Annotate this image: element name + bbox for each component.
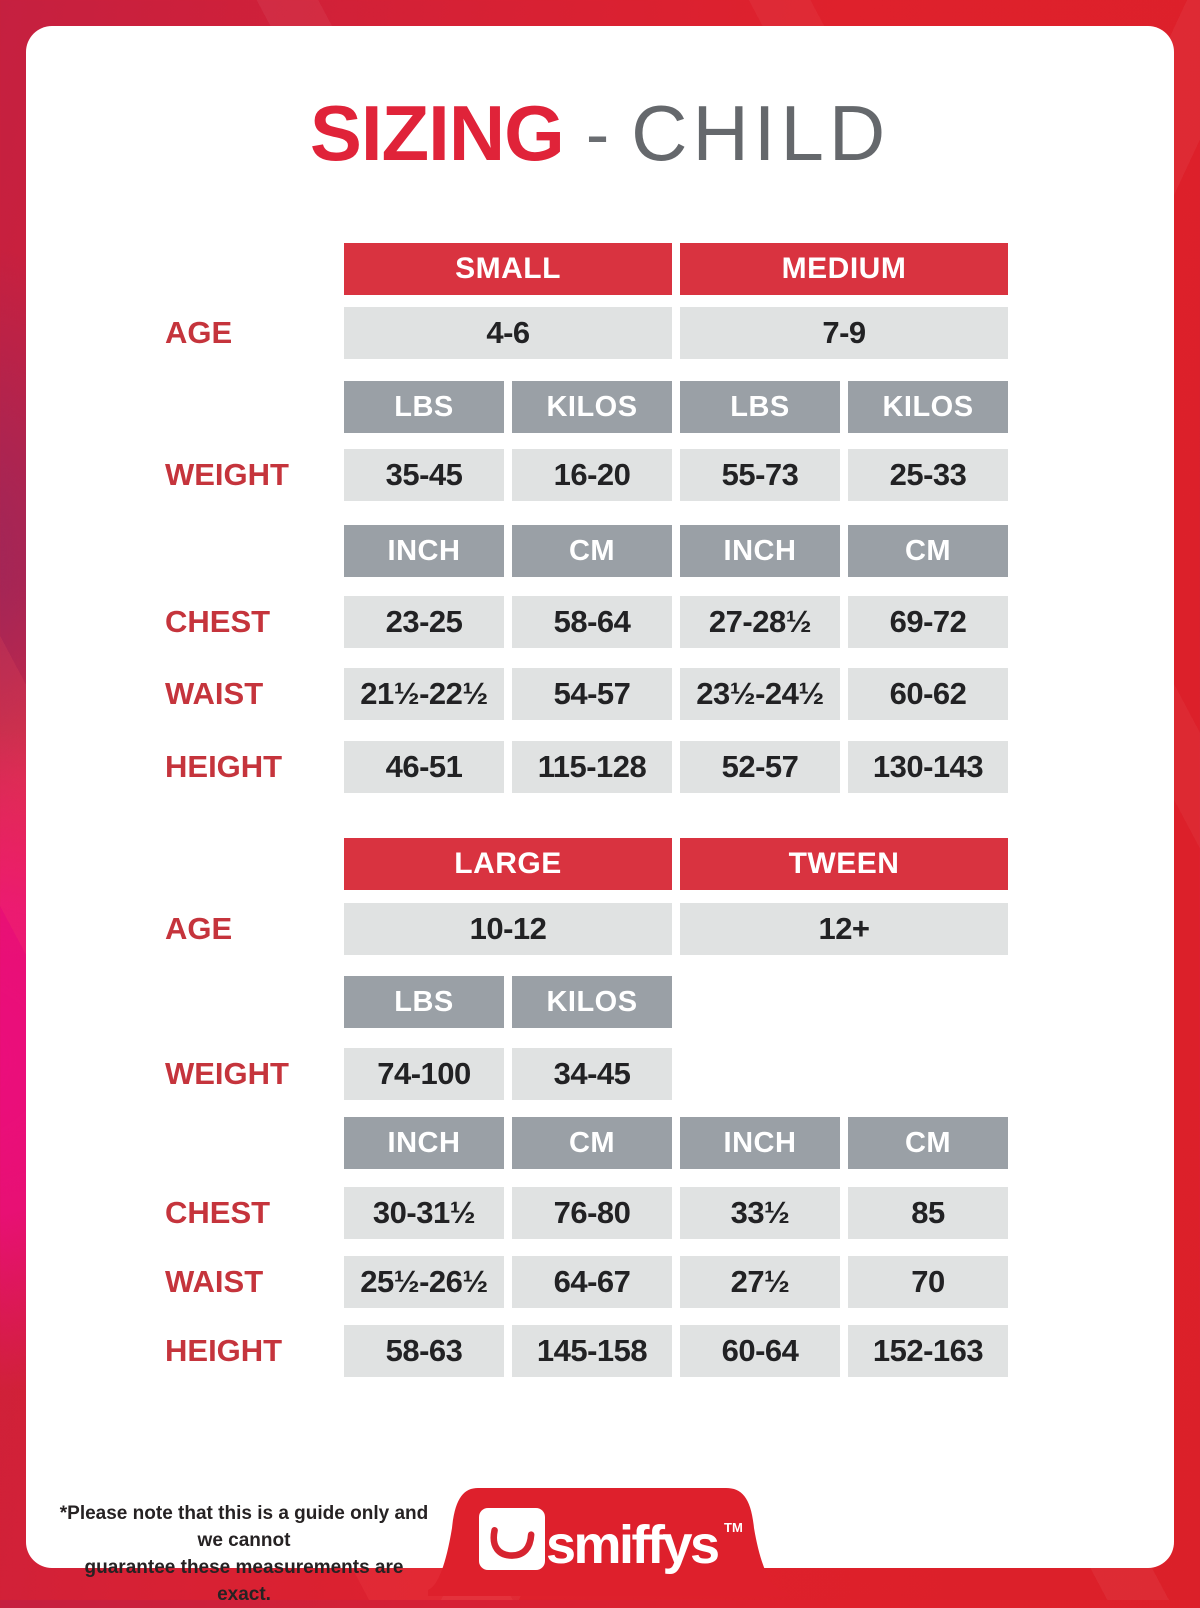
unit-header-kilos: KILOS [512,976,672,1028]
disclaimer-line-2: guarantee these measurements are exact. [84,1557,404,1605]
dimension-unit-header-row: INCH CM INCH CM [165,525,1025,577]
unit-header-inch: INCH [344,525,504,577]
waist-value-cell: 23½-24½ [680,668,840,720]
waist-value-cell: 25½-26½ [344,1256,504,1308]
page-title-primary: SIZING [309,89,565,177]
chest-value-cell: 58-64 [512,596,672,648]
disclaimer-line-1: *Please note that this is a guide only a… [59,1503,429,1551]
unit-header-lbs: LBS [344,381,504,433]
weight-value-cell: 25-33 [848,449,1008,501]
waist-value-cell: 27½ [680,1256,840,1308]
size-header-medium: MEDIUM [680,243,1008,295]
weight-value-cell: 16-20 [512,449,672,501]
height-value-cell: 58-63 [344,1325,504,1377]
row-label-age: AGE [165,911,233,946]
weight-unit-header-row: LBS KILOS [165,976,1025,1028]
dimension-unit-header-row: INCH CM INCH CM [165,1117,1025,1169]
waist-value-cell: 70 [848,1256,1008,1308]
size-table-large-tween: LARGE TWEEN AGE 10-12 12+ LBS KILOS WEIG… [165,838,1025,1377]
unit-header-cm: CM [512,1117,672,1169]
unit-header-lbs: LBS [344,976,504,1028]
unit-header-cm: CM [848,1117,1008,1169]
page-title-separator: - [585,94,610,173]
row-label-weight: WEIGHT [165,1056,289,1091]
page-title-secondary: CHILD [631,89,891,177]
row-label-height: HEIGHT [165,1333,283,1368]
height-value-cell: 145-158 [512,1325,672,1377]
size-header-tween: TWEEN [680,838,1008,890]
disclaimer-note: *Please note that this is a guide only a… [56,1500,432,1608]
waist-value-cell: 21½-22½ [344,668,504,720]
chest-row: CHEST 30-31½ 76-80 33½ 85 [165,1187,1025,1239]
unit-header-kilos: KILOS [512,381,672,433]
unit-header-cm: CM [848,525,1008,577]
size-header-row: SMALL MEDIUM [165,243,1025,295]
unit-header-kilos: KILOS [848,381,1008,433]
height-value-cell: 52-57 [680,741,840,793]
size-header-small: SMALL [344,243,672,295]
row-label-weight: WEIGHT [165,457,289,492]
chest-row: CHEST 23-25 58-64 27-28½ 69-72 [165,596,1025,648]
unit-header-inch: INCH [680,525,840,577]
height-row: HEIGHT 46-51 115-128 52-57 130-143 [165,741,1025,793]
smile-icon [479,1508,545,1570]
waist-value-cell: 64-67 [512,1256,672,1308]
unit-header-cm: CM [512,525,672,577]
chest-value-cell: 27-28½ [680,596,840,648]
age-value-cell: 4-6 [344,307,672,359]
weight-unit-header-row: LBS KILOS LBS KILOS [165,381,1025,433]
age-value-cell: 12+ [680,903,1008,955]
height-value-cell: 130-143 [848,741,1008,793]
chest-value-cell: 23-25 [344,596,504,648]
unit-header-inch: INCH [344,1117,504,1169]
height-row: HEIGHT 58-63 145-158 60-64 152-163 [165,1325,1025,1377]
size-table-small-medium: SMALL MEDIUM AGE 4-6 7-9 LBS KILOS LBS K… [165,243,1025,793]
row-label-age: AGE [165,315,233,350]
chest-value-cell: 76-80 [512,1187,672,1239]
chest-value-cell: 33½ [680,1187,840,1239]
weight-value-cell: 34-45 [512,1048,672,1100]
weight-value-cell: 35-45 [344,449,504,501]
brand-wordmark: smiffys [546,1515,720,1575]
waist-value-cell: 60-62 [848,668,1008,720]
age-row: AGE 4-6 7-9 [165,307,1025,359]
waist-value-cell: 54-57 [512,668,672,720]
height-value-cell: 115-128 [512,741,672,793]
height-value-cell: 152-163 [848,1325,1008,1377]
weight-value-cell: 55-73 [680,449,840,501]
chest-value-cell: 85 [848,1187,1008,1239]
age-value-cell: 10-12 [344,903,672,955]
chest-value-cell: 30-31½ [344,1187,504,1239]
brand-logo-badge: smiffys TM [428,1476,788,1596]
weight-row: WEIGHT 35-45 16-20 55-73 25-33 [165,449,1025,501]
height-value-cell: 46-51 [344,741,504,793]
content-card: SIZING - CHILD SMALL MEDIUM AGE 4-6 7-9 … [26,26,1174,1605]
waist-row: WAIST 25½-26½ 64-67 27½ 70 [165,1256,1025,1308]
weight-row: WEIGHT 74-100 34-45 [165,1048,1025,1100]
row-label-chest: CHEST [165,604,271,639]
trademark-symbol: TM [724,1520,743,1535]
height-value-cell: 60-64 [680,1325,840,1377]
size-header-large: LARGE [344,838,672,890]
size-header-row: LARGE TWEEN [165,838,1025,890]
unit-header-inch: INCH [680,1117,840,1169]
age-row: AGE 10-12 12+ [165,903,1025,955]
waist-row: WAIST 21½-22½ 54-57 23½-24½ 60-62 [165,668,1025,720]
page-title: SIZING - CHILD [26,88,1174,179]
age-value-cell: 7-9 [680,307,1008,359]
row-label-chest: CHEST [165,1195,271,1230]
row-label-waist: WAIST [165,676,264,711]
unit-header-lbs: LBS [680,381,840,433]
chest-value-cell: 69-72 [848,596,1008,648]
weight-value-cell: 74-100 [344,1048,504,1100]
row-label-waist: WAIST [165,1264,264,1299]
row-label-height: HEIGHT [165,749,283,784]
